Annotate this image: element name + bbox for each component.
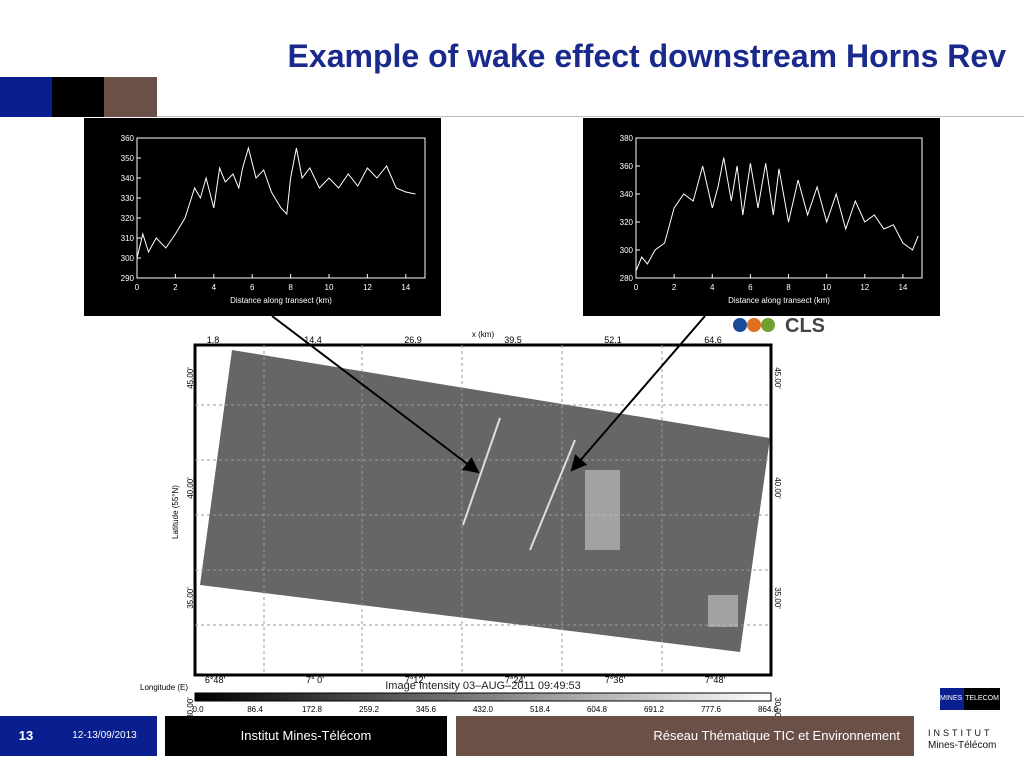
sar-image xyxy=(200,350,770,652)
color-block xyxy=(0,77,52,117)
network: Réseau Thématique TIC et Environnement xyxy=(456,716,914,756)
data-line xyxy=(136,146,416,259)
lat-label: 30.00' xyxy=(773,697,782,719)
x-km-label: 26.9 xyxy=(404,335,422,345)
x-tick-label: 0 xyxy=(634,283,639,292)
x-tick-label: 6 xyxy=(250,283,255,292)
y-tick-label: 290 xyxy=(121,274,135,283)
lat-label: 35.00' xyxy=(773,587,782,609)
colorbar xyxy=(194,692,772,702)
colorbar-label: 864.0 xyxy=(758,705,779,714)
x-tick-label: 10 xyxy=(822,283,831,292)
lat-label: 45.00' xyxy=(773,367,782,389)
lon-label: 7°36' xyxy=(605,675,626,685)
y-tick-label: 310 xyxy=(121,234,135,243)
lon-label: 7°48' xyxy=(705,675,726,685)
x-axis-title: Distance along transect (km) xyxy=(728,296,830,305)
colorbar-label: 518.4 xyxy=(530,705,551,714)
colorbar-label: 86.4 xyxy=(247,705,263,714)
lat-label: 30.00' xyxy=(186,697,195,719)
y-tick-label: 320 xyxy=(121,214,135,223)
y-tick-label: 280 xyxy=(620,274,634,283)
colorbar-label: 172.8 xyxy=(302,705,323,714)
x-km-label: 64.6 xyxy=(704,335,722,345)
data-line xyxy=(635,157,919,272)
lon-label: 7° 0' xyxy=(306,675,324,685)
y-tick-label: 330 xyxy=(121,194,135,203)
lat-label: 40.00' xyxy=(773,477,782,499)
y-tick-label: 360 xyxy=(620,162,634,171)
x-axis-title: x (km) xyxy=(472,330,495,339)
date: 12-13/09/2013 xyxy=(52,716,157,756)
x-tick-label: 2 xyxy=(173,283,178,292)
colorbar-label: 691.2 xyxy=(644,705,665,714)
rule xyxy=(157,116,1024,117)
chart-panel xyxy=(583,118,940,316)
lat-title: Latitude (55°N) xyxy=(171,485,180,539)
x-tick-label: 12 xyxy=(860,283,869,292)
colorbar-label: 345.6 xyxy=(416,705,437,714)
lon-label: 7°24' xyxy=(505,675,526,685)
x-km-label: 39.5 xyxy=(504,335,522,345)
colorbar-label: 259.2 xyxy=(359,705,380,714)
chart-panel xyxy=(84,118,441,316)
logo-line1: INSTITUT xyxy=(928,728,993,738)
colorbar-label: 604.8 xyxy=(587,705,608,714)
plot-frame xyxy=(136,137,426,279)
colorbar-label: 432.0 xyxy=(473,705,494,714)
logo-telecom: TELECOM xyxy=(964,688,1000,710)
y-tick-label: 340 xyxy=(620,190,634,199)
x-tick-label: 0 xyxy=(135,283,140,292)
lat-label: 45.00' xyxy=(186,367,195,389)
plot-frame xyxy=(635,137,923,279)
x-km-label: 1.8 xyxy=(207,335,220,345)
x-tick-label: 10 xyxy=(325,283,334,292)
x-tick-label: 14 xyxy=(898,283,907,292)
y-tick-label: 300 xyxy=(121,254,135,263)
lat-label: 35.00' xyxy=(186,587,195,609)
color-block xyxy=(104,77,157,117)
institute: Institut Mines-Télécom xyxy=(165,716,447,756)
lon-title: Longitude (E) xyxy=(140,683,188,692)
lon-label: 6°48' xyxy=(205,675,226,685)
title: Example of wake effect downstream Horns … xyxy=(287,38,1006,74)
logo-text: CLS xyxy=(785,315,825,337)
y-tick-label: 360 xyxy=(121,134,135,143)
map xyxy=(193,315,773,702)
image-caption: Image Intensity 03–AUG–2011 09:49:53 xyxy=(385,680,581,692)
lat-label: 40.00' xyxy=(186,477,195,499)
y-tick-label: 380 xyxy=(620,134,634,143)
x-axis-title: Distance along transect (km) xyxy=(230,296,332,305)
page-number: 13 xyxy=(0,716,52,756)
logo-line2: Mines-Télécom xyxy=(928,740,997,751)
color-block xyxy=(52,77,104,117)
x-tick-label: 4 xyxy=(710,283,715,292)
y-tick-label: 350 xyxy=(121,154,135,163)
x-tick-label: 4 xyxy=(212,283,217,292)
x-tick-label: 8 xyxy=(786,283,791,292)
x-tick-label: 6 xyxy=(748,283,753,292)
colorbar-label: 777.6 xyxy=(701,705,722,714)
y-tick-label: 320 xyxy=(620,218,634,227)
cls-logo: CLS xyxy=(733,315,825,337)
x-tick-label: 2 xyxy=(672,283,677,292)
y-tick-label: 300 xyxy=(620,246,634,255)
x-km-label: 14.4 xyxy=(304,335,322,345)
x-tick-label: 14 xyxy=(401,283,410,292)
x-tick-label: 8 xyxy=(288,283,293,292)
lon-label: 7°12' xyxy=(405,675,426,685)
colorbar-label: 0.0 xyxy=(192,705,204,714)
x-tick-label: 12 xyxy=(363,283,372,292)
y-tick-label: 340 xyxy=(121,174,135,183)
x-km-label: 52.1 xyxy=(604,335,622,345)
